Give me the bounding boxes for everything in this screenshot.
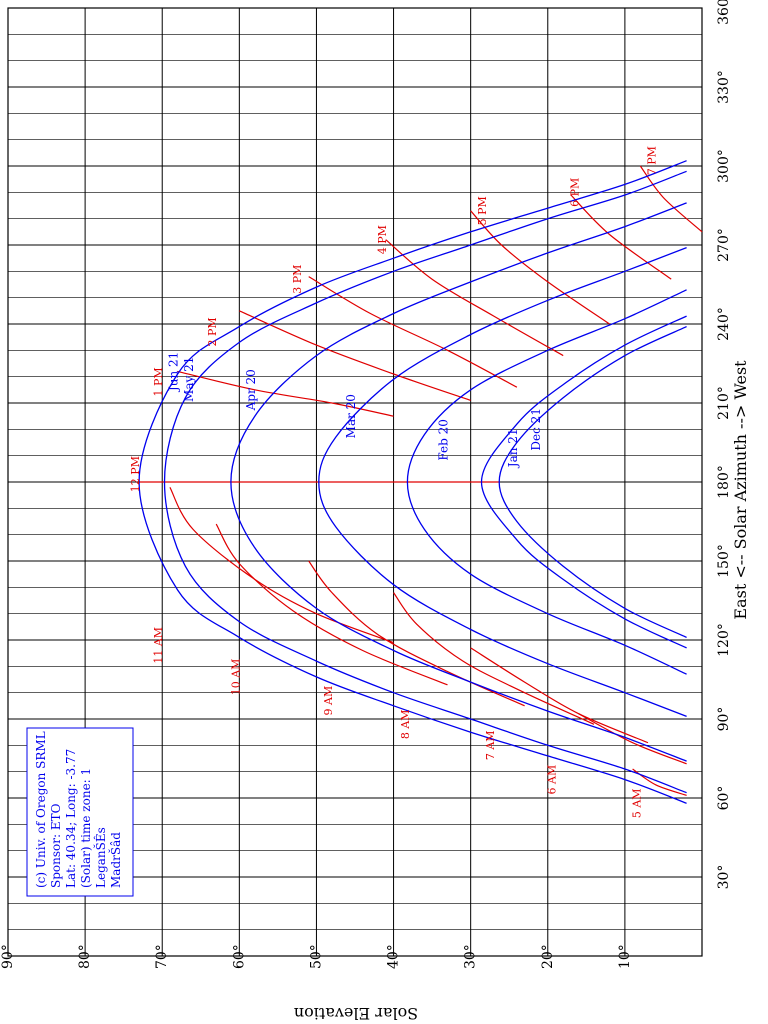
info-box: (c) Univ. of Oregon SRML Sponsor: ETO Lat:… — [26, 727, 134, 897]
x-tick-label: 360° — [716, 0, 732, 25]
hour-line-6-pm — [570, 194, 672, 280]
x-tick-label: 300° — [716, 149, 732, 183]
date-label-feb-20: Feb 20 — [437, 419, 451, 461]
hour-line-4-pm — [385, 239, 564, 357]
y-tick-label: 20° — [540, 944, 556, 969]
date-line-apr-20 — [230, 202, 687, 762]
hour-line-5-pm — [470, 210, 610, 325]
y-tick-label: 40° — [386, 944, 402, 969]
date-line-dec-21 — [498, 326, 687, 638]
hour-line-7-am — [470, 647, 649, 744]
plot-frame — [7, 7, 703, 957]
hour-line-10-am — [215, 523, 448, 686]
date-label-jun-21: Jun 21 — [167, 352, 181, 393]
x-tick-label: 30° — [716, 865, 732, 890]
hour-label-2-pm: 2 PM — [206, 317, 219, 346]
hour-label-6-pm: 6 PM — [569, 178, 582, 207]
y-tick-label: 60° — [231, 944, 247, 969]
y-tick-label: 80° — [77, 944, 93, 969]
hour-label-7-pm: 7 PM — [646, 146, 659, 175]
x-tick-label: 150° — [716, 544, 732, 578]
date-label-dec-21: Dec 21 — [529, 408, 543, 451]
hour-label-10-am: 10 AM — [229, 659, 242, 696]
date-lines — [138, 160, 687, 804]
x-tick-label: 120° — [716, 623, 732, 657]
axis-ticks: 30° 60° 90° 120° 150° 180° 210° 240° 270° 300° 330… — [0, 0, 732, 969]
info-line: LeganŠÊs — [92, 827, 108, 888]
x-tick-label: 270° — [716, 228, 732, 262]
y-tick-label: 90° — [0, 944, 16, 969]
hour-line-6-am — [578, 713, 687, 765]
date-label-may-21: May 21 — [182, 357, 196, 402]
hour-line-11-am — [169, 487, 394, 644]
date-line-jan-21 — [480, 315, 687, 649]
y-axis-title: Solar Elevation — [294, 1004, 418, 1023]
hour-line-7-pm — [639, 165, 703, 233]
info-line: Sponsor: ETO — [49, 803, 63, 888]
x-tick-label: 210° — [716, 386, 732, 420]
info-line: (c) Univ. of Oregon SRML — [34, 731, 48, 888]
x-tick-label: 180° — [716, 465, 732, 499]
date-line-jun-21 — [138, 160, 687, 804]
date-label-apr-20: Apr 20 — [244, 369, 258, 411]
hour-line-8-am — [393, 592, 595, 725]
hour-label-11-am: 11 AM — [152, 627, 165, 664]
hour-label-5-am: 5 AM — [630, 788, 643, 818]
line-labels: Jun 21 May 21 Apr 20 Mar 20 Feb 20 Jan 21 Dec … — [129, 146, 659, 818]
x-axis-title: East <-- Solar Azimuth --> West — [731, 360, 750, 620]
date-label-jan-21: Jan 21 — [506, 428, 520, 469]
date-label-mar-20: Mar 20 — [344, 394, 358, 438]
info-box-frame — [26, 727, 134, 897]
hour-label-3-pm: 3 PM — [291, 265, 304, 294]
info-line: (Solar) time zone: 1 — [79, 768, 93, 888]
date-line-mar-20 — [318, 246, 687, 718]
date-line-feb-20 — [406, 289, 687, 675]
info-line: Lat: 40.34; Long: -3.77 — [64, 749, 78, 888]
hour-label-5-pm: 5 PM — [476, 196, 489, 225]
x-tick-label: 330° — [716, 70, 732, 104]
hour-lines — [139, 165, 703, 796]
hour-label-6-am: 6 AM — [546, 765, 559, 795]
y-tick-label: 10° — [617, 944, 633, 969]
hour-label-4-pm: 4 PM — [376, 225, 389, 254]
date-line-may-21 — [163, 170, 687, 794]
hour-label-9-am: 9 AM — [322, 686, 335, 716]
hour-line-9-am — [308, 560, 525, 707]
x-tick-label: 240° — [716, 307, 732, 341]
x-tick-label: 90° — [716, 707, 732, 732]
y-tick-label: 50° — [308, 944, 324, 969]
info-line: MadrŠâd — [107, 832, 123, 888]
hour-label-7-am: 7 AM — [484, 730, 497, 760]
hour-label-12-pm: 12 PM — [129, 456, 142, 492]
hour-label-8-am: 8 AM — [399, 709, 412, 739]
hour-line-5-am — [632, 768, 687, 796]
x-tick-label: 60° — [716, 786, 732, 811]
hour-line-1-pm — [177, 370, 394, 417]
hour-label-1-pm: 1 PM — [152, 367, 165, 396]
y-tick-label: 30° — [463, 944, 479, 969]
hour-line-2-pm — [239, 310, 471, 401]
y-tick-label: 70° — [154, 944, 170, 969]
axis-labels: East <-- Solar Azimuth --> West Solar Ele… — [294, 360, 750, 1023]
